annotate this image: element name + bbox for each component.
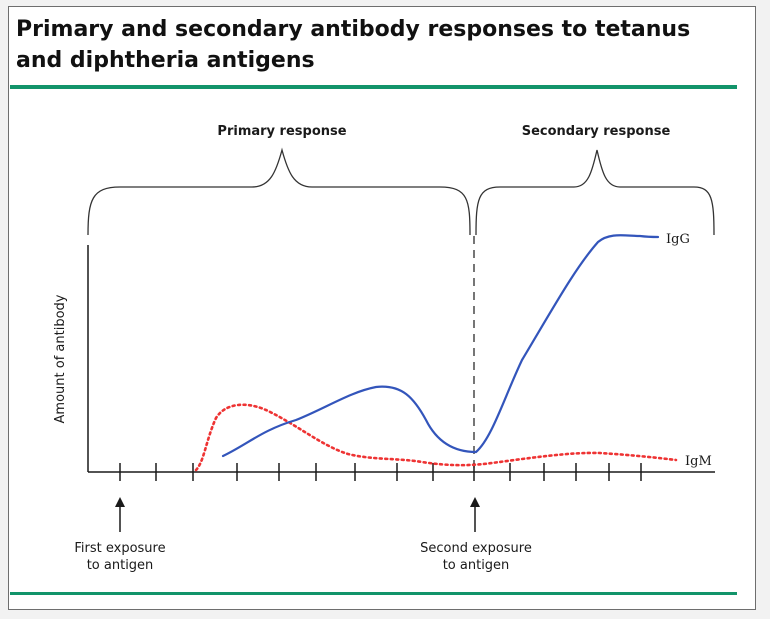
secondary-response-label: Secondary response (522, 124, 671, 139)
figure-title: Primary and secondary antibody responses… (16, 17, 691, 73)
igm-curve (194, 403, 678, 472)
second-exposure-arrow (470, 497, 480, 532)
primary-response-label: Primary response (217, 124, 346, 139)
second-exposure-label-line1: Second exposure (420, 541, 532, 556)
figure-card (8, 6, 756, 610)
igm-label: IgM (685, 454, 712, 469)
y-axis-label: Amount of antibody (53, 294, 68, 423)
first-exposure-label-line1: First exposure (74, 541, 165, 556)
first-exposure-arrow (115, 497, 125, 532)
second-exposure-label-line2: to antigen (443, 558, 510, 573)
first-exposure-label-line2: to antigen (87, 558, 154, 573)
primary-response-brace (87, 147, 471, 236)
igg-curve (221, 234, 660, 458)
footer-divider (10, 592, 737, 595)
title-divider (10, 85, 737, 89)
igg-label: IgG (666, 232, 690, 247)
secondary-response-brace (475, 149, 715, 236)
